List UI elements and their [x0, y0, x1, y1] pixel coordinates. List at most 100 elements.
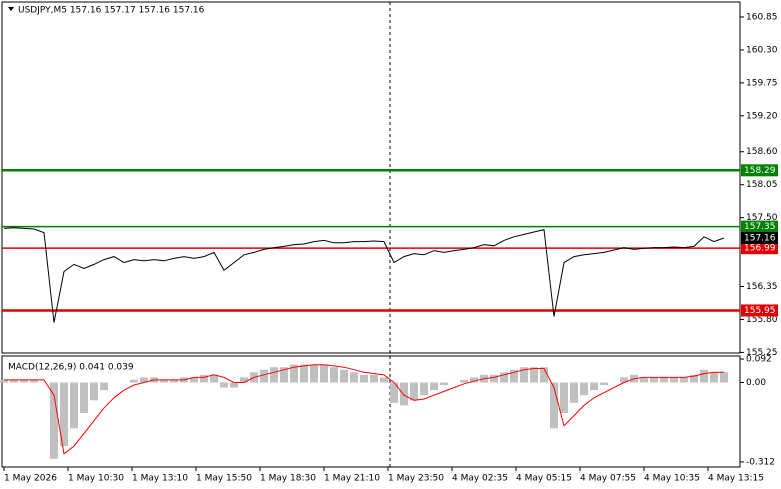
macd-bar: [280, 367, 288, 383]
price-line: [3, 227, 725, 323]
macd-bar: [190, 377, 198, 383]
macd-bar: [70, 382, 78, 429]
chart-title: USDJPY,M5 157.16 157.17 157.16 157.16: [18, 6, 205, 16]
last-price-box: [741, 231, 778, 244]
macd-bar: [330, 367, 338, 383]
macd-bar: [400, 382, 408, 406]
macd-bar: [460, 379, 468, 383]
macd-bar: [390, 382, 398, 403]
macd-bar: [560, 382, 568, 414]
macd-bar: [130, 379, 138, 383]
macd-panel: [1, 355, 741, 468]
macd-bar: [200, 374, 208, 383]
macd-bar: [90, 382, 98, 401]
x-tick-label: 1 May 15:50: [196, 474, 252, 484]
macd-bar: [20, 379, 28, 383]
x-tick-label: 4 May 10:35: [644, 474, 700, 484]
macd-bar: [310, 364, 318, 383]
y-tick-label: 156.35: [746, 282, 778, 292]
main-panel: [1, 1, 741, 354]
macd-bar: [620, 377, 628, 383]
x-tick-label: 4 May 07:55: [580, 474, 636, 484]
level-box: [741, 242, 778, 255]
macd-bar: [140, 377, 148, 383]
macd-bar: [680, 377, 688, 383]
macd-bar: [350, 372, 358, 383]
level-label: 157.35: [744, 222, 776, 232]
macd-bar: [230, 382, 238, 388]
y-tick-label: 158.60: [746, 147, 778, 157]
y-tick-label: 158.05: [746, 180, 778, 190]
macd-bar: [700, 369, 708, 383]
x-tick-label: 1 May 2026: [4, 474, 57, 484]
macd-bar: [580, 382, 588, 396]
macd-title: MACD(12,26,9) 0.041 0.039: [8, 363, 134, 373]
y-tick-label: 155.80: [746, 315, 778, 325]
macd-bar: [0, 379, 8, 383]
macd-bar: [370, 374, 378, 383]
x-tick-label: 4 May 05:15: [516, 474, 572, 484]
macd-bar: [10, 379, 18, 383]
level-label: 158.29: [744, 166, 776, 176]
y-tick-label: 157.50: [746, 213, 778, 223]
macd-bar: [550, 382, 558, 429]
x-tick-label: 1 May 13:10: [132, 474, 188, 484]
level-box: [741, 164, 778, 177]
x-tick-label: 1 May 18:30: [260, 474, 316, 484]
macd-bar: [530, 367, 538, 383]
macd-bar: [60, 382, 68, 447]
macd-bar: [410, 382, 418, 401]
level-box: [741, 220, 778, 233]
x-tick-label: 4 May 13:15: [708, 474, 764, 484]
macd-bar: [220, 382, 228, 388]
level-label: 155.95: [744, 306, 776, 316]
y-tick-label: 160.30: [746, 45, 778, 55]
macd-bar: [510, 369, 518, 383]
macd-bar: [650, 377, 658, 383]
y-tick-label: 0.092: [746, 355, 772, 365]
x-tick-label: 4 May 02:35: [452, 474, 508, 484]
macd-bar: [340, 369, 348, 383]
macd-bar: [300, 364, 308, 383]
signal-line: [4, 364, 724, 455]
macd-bar: [360, 374, 368, 383]
macd-bar: [100, 382, 108, 391]
macd-bar: [670, 377, 678, 383]
x-tick-label: 1 May 21:10: [324, 474, 380, 484]
macd-bar: [660, 377, 668, 383]
x-tick-label: 1 May 23:50: [388, 474, 444, 484]
macd-bar: [160, 379, 168, 383]
macd-bar: [570, 382, 578, 403]
y-tick-label: -0.312: [746, 457, 775, 467]
macd-bar: [240, 377, 248, 383]
macd-bar: [440, 382, 448, 386]
macd-bar: [260, 369, 268, 383]
menu-arrow: [8, 7, 14, 11]
macd-bar: [50, 382, 58, 459]
y-tick-label: 0.00: [746, 378, 766, 388]
macd-bar: [600, 382, 608, 386]
y-tick-label: 159.20: [746, 111, 778, 121]
macd-bar: [540, 367, 548, 383]
macd-bar: [430, 382, 438, 391]
macd-bar: [500, 372, 508, 383]
y-tick-label: 155.25: [746, 348, 778, 358]
x-tick-label: 1 May 10:30: [68, 474, 124, 484]
macd-bar: [640, 377, 648, 383]
macd-bar: [270, 367, 278, 383]
macd-bar: [720, 372, 728, 383]
macd-bar: [420, 382, 428, 396]
macd-bar: [590, 382, 598, 391]
macd-bar: [490, 374, 498, 383]
macd-bar: [520, 367, 528, 383]
macd-bar: [30, 379, 38, 383]
macd-bar: [80, 382, 88, 414]
macd-bar: [290, 364, 298, 383]
last-price-label: 157.16: [744, 233, 776, 243]
level-box: [741, 304, 778, 317]
macd-bar: [210, 374, 218, 383]
macd-bar: [710, 372, 718, 383]
macd-bar: [380, 377, 388, 383]
y-tick-label: 160.85: [746, 12, 778, 22]
